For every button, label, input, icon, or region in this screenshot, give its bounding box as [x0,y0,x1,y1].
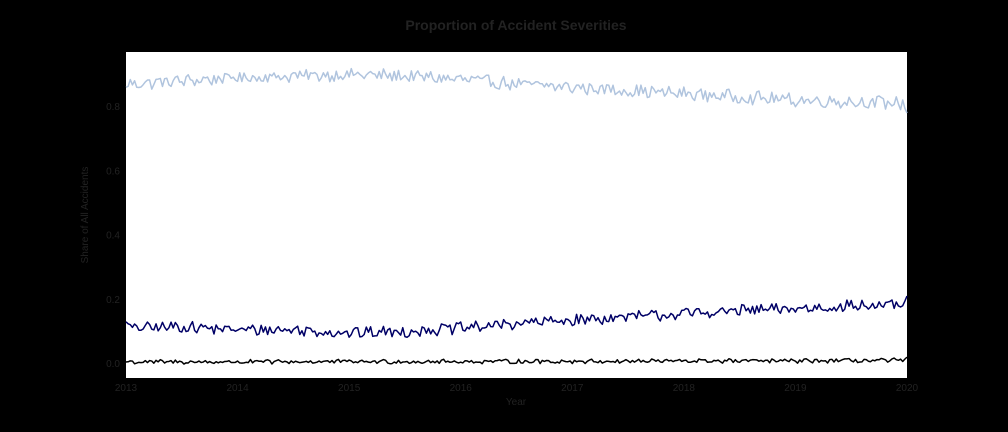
x-axis-label: Year [506,397,527,408]
y-axis-label: Share of All Accidents [80,167,91,264]
x-tick-label: 2017 [561,383,584,394]
x-tick-label: 2018 [673,383,696,394]
x-tick-label: 2014 [226,383,249,394]
series-line-slight [125,67,908,114]
y-tick-label: 0.0 [106,359,120,370]
x-tick-label: 2020 [896,383,919,394]
x-tick-label: 2016 [450,383,473,394]
series-line-serious [125,295,908,338]
series-lines [125,67,908,365]
series-line-fatal [125,356,908,365]
x-tick-label: 2015 [338,383,361,394]
y-tick-label: 0.4 [106,231,120,242]
x-tick-label: 2013 [115,383,138,394]
y-tick-label: 0.2 [106,295,120,306]
y-tick-label: 0.6 [106,166,120,177]
x-tick-labels: 2013 2014 2015 2016 2017 2018 2019 2020 [115,383,919,394]
x-tick-label: 2019 [784,383,807,394]
y-tick-labels: 0.0 0.2 0.4 0.6 0.8 [106,102,120,370]
chart-title: Proportion of Accident Severities [405,17,626,33]
y-tick-label: 0.8 [106,102,120,113]
